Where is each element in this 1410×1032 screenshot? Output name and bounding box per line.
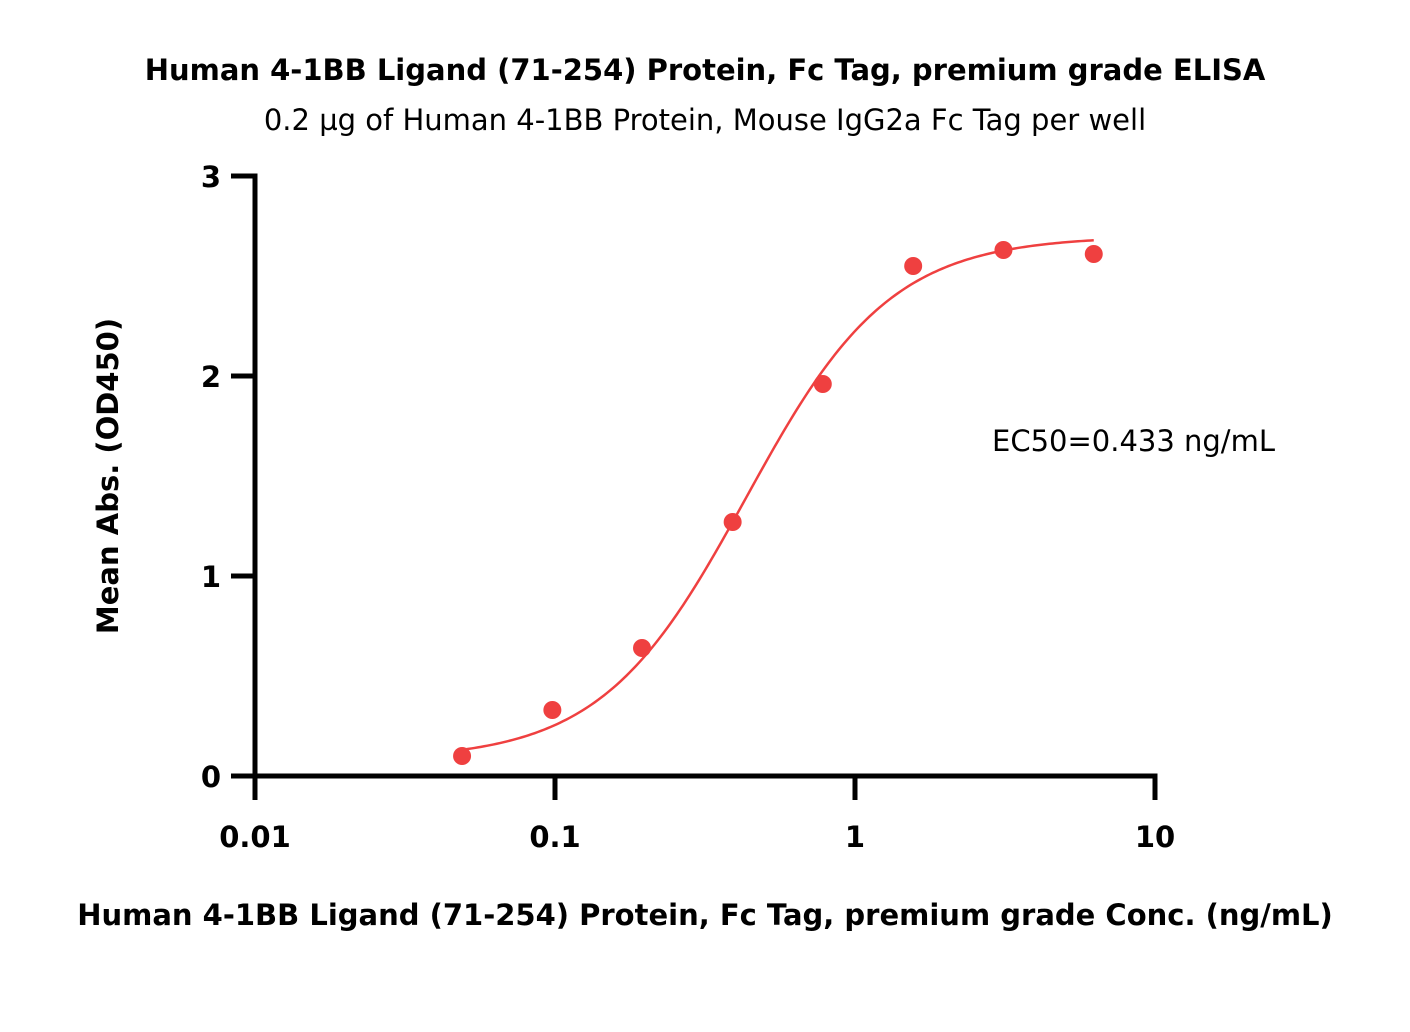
data-point — [543, 701, 562, 719]
ec50-annotation: EC50=0.433 ng/mL — [992, 424, 1275, 458]
chart-title: Human 4-1BB Ligand (71-254) Protein, Fc … — [145, 53, 1266, 87]
data-point — [1084, 245, 1103, 263]
y-tick-label: 1 — [201, 560, 221, 594]
y-tick-label: 2 — [201, 360, 221, 394]
y-tick-label: 3 — [201, 160, 221, 194]
data-point — [633, 639, 652, 657]
chart-subtitle: 0.2 µg of Human 4-1BB Protein, Mouse IgG… — [264, 103, 1146, 137]
axes — [231, 173, 1158, 800]
data-point — [453, 747, 472, 765]
x-tick-label: 0.01 — [219, 820, 291, 854]
x-tick-label: 10 — [1135, 820, 1175, 854]
fit-curve — [461, 239, 1094, 752]
data-point — [994, 241, 1013, 259]
tick-labels: 0 1 2 3 0.01 0.1 1 10 — [201, 160, 1175, 854]
x-tick-label: 1 — [845, 820, 865, 854]
data-point — [723, 513, 742, 531]
data-point — [813, 375, 832, 393]
y-tick-label: 0 — [201, 760, 221, 794]
x-tick-label: 0.1 — [529, 820, 580, 854]
y-axis-label: Mean Abs. (OD450) — [91, 318, 125, 634]
data-point — [904, 257, 923, 275]
x-axis-label: Human 4-1BB Ligand (71-254) Protein, Fc … — [77, 898, 1333, 932]
data-points — [453, 241, 1103, 765]
fit-curve-group — [461, 239, 1094, 752]
